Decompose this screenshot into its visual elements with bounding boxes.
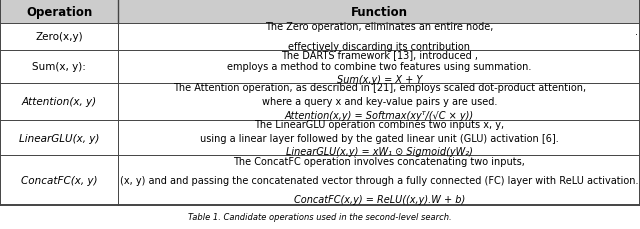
Text: using a linear layer followed by the gated linear unit (GLU) activation [6].: using a linear layer followed by the gat… [200,133,559,143]
Text: Operation: Operation [26,5,92,19]
Text: The ConcatFC operation involves concatenating two inputs,: The ConcatFC operation involves concaten… [233,157,525,167]
Text: where a query x and key-value pairs y are used.: where a query x and key-value pairs y ar… [262,97,497,107]
Text: Attention(x, y): Attention(x, y) [22,97,97,107]
Text: effectively discarding its contribution: effectively discarding its contribution [288,42,470,52]
Text: Function: Function [351,5,408,19]
Text: .: . [635,27,638,37]
Text: Zero(x,y): Zero(x,y) [35,32,83,42]
Text: ConcatFC(x, y): ConcatFC(x, y) [21,175,97,185]
Text: Table 1. Candidate operations used in the second-level search.: Table 1. Candidate operations used in th… [188,213,452,221]
Bar [0,0,640,24]
Text: ConcatFC(x,y) = ReLU((x,y).W + b): ConcatFC(x,y) = ReLU((x,y).W + b) [294,194,465,204]
Text: (x, y) and and passing the concatenated vector through a fully connected (FC) la: (x, y) and and passing the concatenated … [120,175,639,185]
Text: The DARTS framework [13], introduced ,: The DARTS framework [13], introduced , [281,49,477,59]
Text: The LinearGLU operation combines two inputs x, y,: The LinearGLU operation combines two inp… [254,120,504,129]
Text: The Attention operation, as described in [21], employs scaled dot-product attent: The Attention operation, as described in… [173,83,586,93]
Text: Attention(x,y) = Softmax(xyᵀ/(√C × y)): Attention(x,y) = Softmax(xyᵀ/(√C × y)) [285,111,474,121]
Text: LinearGLU(x,y) = xW₁ ⊙ Sigmoid(yW₂): LinearGLU(x,y) = xW₁ ⊙ Sigmoid(yW₂) [286,147,472,156]
Text: Sum(x, y):: Sum(x, y): [32,62,86,72]
Text: Sum(x,y) = X + Y: Sum(x,y) = X + Y [337,75,422,85]
Text: The Zero operation, eliminates an entire node,: The Zero operation, eliminates an entire… [265,22,493,32]
Text: employs a method to combine two features using summation.: employs a method to combine two features… [227,62,531,72]
Text: LinearGLU(x, y): LinearGLU(x, y) [19,133,99,143]
